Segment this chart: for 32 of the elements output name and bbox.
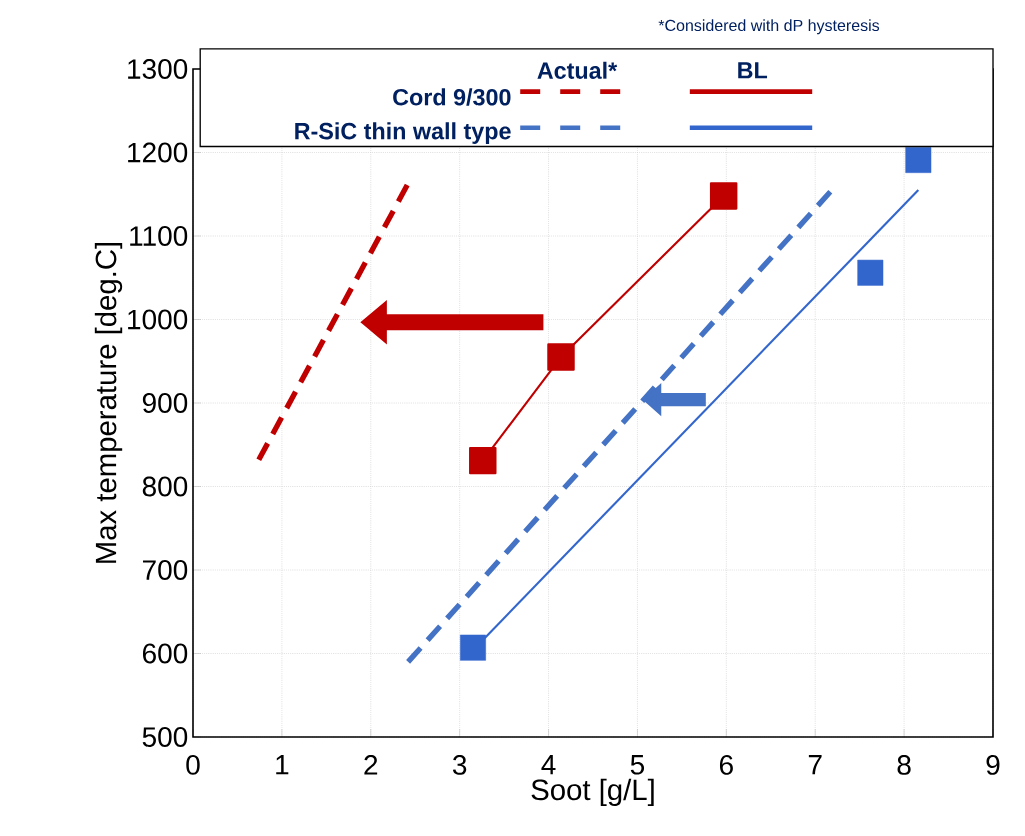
x-tick-label: 5 [630, 755, 645, 775]
x-tick-label: 3 [452, 755, 467, 775]
x-tick-label: 0 [186, 755, 200, 775]
point [469, 446, 497, 475]
annotation: BL [738, 62, 768, 79]
legend-label: Cord 9/300 [393, 88, 511, 106]
y-tick-label: 500 [142, 727, 188, 747]
x-tick-label: 9 [986, 755, 1000, 775]
point [709, 182, 738, 210]
point [460, 634, 486, 661]
text: *Considered with dP hysteresis [658, 19, 880, 35]
y-tick-label: 1200 [128, 142, 188, 163]
y-tick-label: 800 [142, 476, 188, 497]
annotation: Actual* [537, 61, 618, 79]
point [547, 343, 575, 371]
x-tick-label: 7 [808, 755, 822, 775]
x-axis-title: Soot [g/L] [531, 778, 654, 807]
y-tick-label: 1000 [128, 309, 188, 330]
legend-label: R-SiC thin wall type [295, 122, 511, 145]
y-tick-label: 600 [142, 643, 188, 664]
y-tick-label: 1300 [128, 59, 188, 79]
point [905, 147, 932, 173]
x-tick-label: 8 [897, 755, 911, 775]
x-tick-label: 1 [276, 755, 289, 775]
point [857, 259, 884, 286]
y-tick-label: 900 [142, 393, 188, 413]
y-tick-label: 1100 [130, 226, 188, 246]
x-tick-label: 2 [364, 755, 378, 775]
y-tick-label: 700 [143, 560, 188, 580]
x-tick-label: 6 [719, 755, 733, 775]
x-tick-label: 4 [541, 755, 556, 775]
y-axis-title: Max temperature [deg.C] [94, 242, 123, 563]
